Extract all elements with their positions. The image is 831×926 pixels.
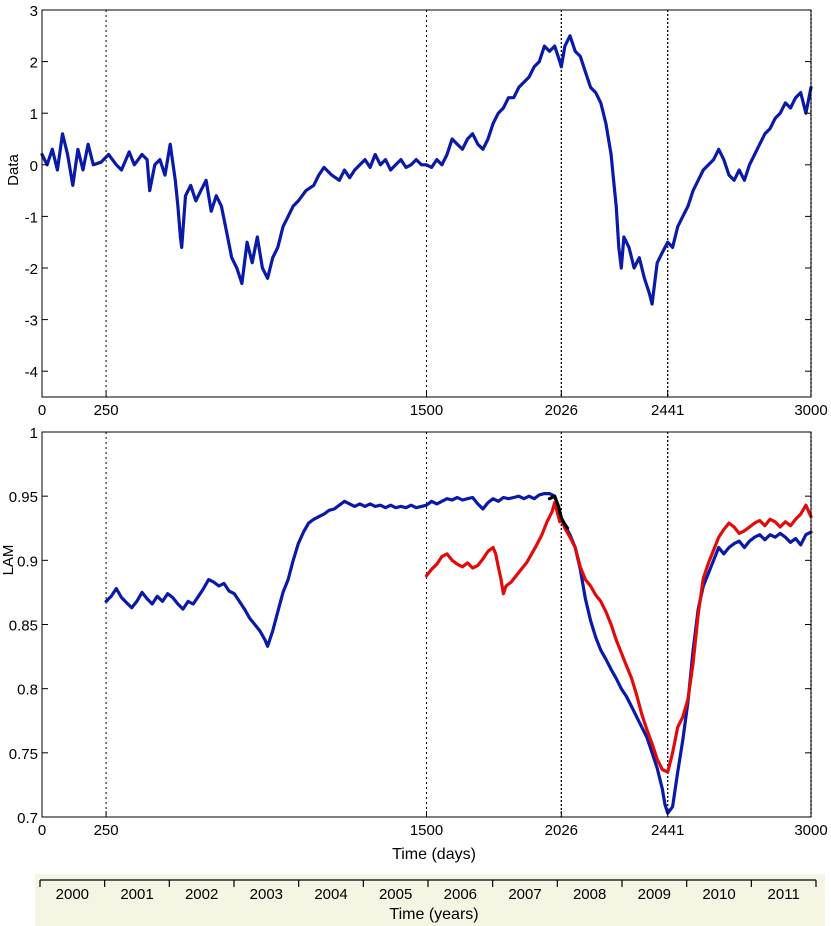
p1-xtick-label-4: 2441 — [651, 402, 684, 419]
p1-ytick-label-6: -3 — [25, 313, 38, 330]
days-x-label: Time (days) — [392, 846, 476, 863]
p2-ytick-label-5: 0.75 — [9, 746, 38, 763]
year-label-2010: 2010 — [702, 886, 735, 903]
p1-xtick-label-5: 3000 — [794, 402, 827, 419]
data-panel: 3 2 1 0 -1 -2 -3 -4 0 250 1500 2026 2441 3000 Data — [5, 3, 828, 419]
p2-xtick-label-3: 2026 — [545, 822, 578, 839]
year-label-2011: 2011 — [768, 886, 800, 903]
year-label-2007: 2007 — [508, 886, 541, 903]
p2-xtick-label-5: 3000 — [794, 822, 827, 839]
lam-y-ticks: 1 0.95 0.9 0.85 0.8 0.75 0.7 — [9, 425, 811, 827]
year-label-2005: 2005 — [379, 886, 412, 903]
data-series-group — [40, 34, 813, 306]
lam-y-label: LAM — [0, 545, 17, 576]
year-label-2008: 2008 — [573, 886, 606, 903]
p1-xtick-label-1: 250 — [94, 402, 119, 419]
year-label-2004: 2004 — [314, 886, 347, 903]
p2-xtick-label-0: 0 — [38, 822, 46, 839]
years-x-label: Time (years) — [389, 906, 478, 923]
p1-ytick-label-2: 1 — [30, 106, 38, 123]
p2-xtick-label-2: 1500 — [410, 822, 443, 839]
p1-ytick-label-5: -2 — [25, 261, 38, 278]
p1-ytick-label-1: 2 — [30, 55, 38, 72]
lam-series-group — [104, 492, 813, 815]
p2-xtick-label-1: 250 — [94, 822, 119, 839]
p2-ytick-label-2: 0.9 — [17, 553, 38, 570]
p2-ytick-label-3: 0.85 — [9, 618, 38, 635]
p1-series-0 — [40, 34, 813, 306]
lam-x-ticks: 0 250 1500 2026 2441 3000 — [38, 811, 828, 839]
years-band-bg — [35, 874, 825, 926]
data-y-label: Data — [5, 154, 22, 186]
p2-ytick-label-0: 1 — [30, 425, 38, 442]
data-x-ticks: 0 250 1500 2026 2441 3000 — [38, 391, 828, 419]
p1-xtick-label-0: 0 — [38, 402, 46, 419]
years-ticks: 2000 2001 2002 2003 2004 2005 2006 2007 2008 2009… — [39, 880, 817, 903]
p2-xtick-label-4: 2441 — [651, 822, 684, 839]
year-label-2001: 2001 — [120, 886, 153, 903]
p2-ytick-label-1: 0.95 — [9, 489, 38, 506]
p2-series-2 — [547, 494, 570, 530]
lam-panel: 1 0.95 0.9 0.85 0.8 0.75 0.7 0 250 1500 2026 2441 3… — [0, 425, 828, 863]
p1-xtick-label-3: 2026 — [545, 402, 578, 419]
year-label-2002: 2002 — [185, 886, 218, 903]
p1-ytick-label-3: 0 — [30, 158, 38, 175]
data-plot-area — [42, 10, 811, 397]
p2-ytick-label-4: 0.8 — [17, 682, 38, 699]
p2-ytick-label-6: 0.7 — [17, 810, 38, 827]
data-y-ticks: 3 2 1 0 -1 -2 -3 -4 — [25, 3, 811, 381]
year-label-2003: 2003 — [250, 886, 283, 903]
p1-ytick-label-4: -1 — [25, 209, 38, 226]
year-label-2006: 2006 — [444, 886, 477, 903]
p1-xtick-label-2: 1500 — [410, 402, 443, 419]
year-label-2009: 2009 — [638, 886, 671, 903]
p1-ytick-label-0: 3 — [30, 3, 38, 20]
p2-series-1 — [424, 501, 813, 774]
years-band: 2000 2001 2002 2003 2004 2005 2006 2007 2008 2009… — [35, 874, 825, 926]
p1-ytick-label-7: -4 — [25, 364, 38, 381]
year-label-2000: 2000 — [56, 886, 89, 903]
